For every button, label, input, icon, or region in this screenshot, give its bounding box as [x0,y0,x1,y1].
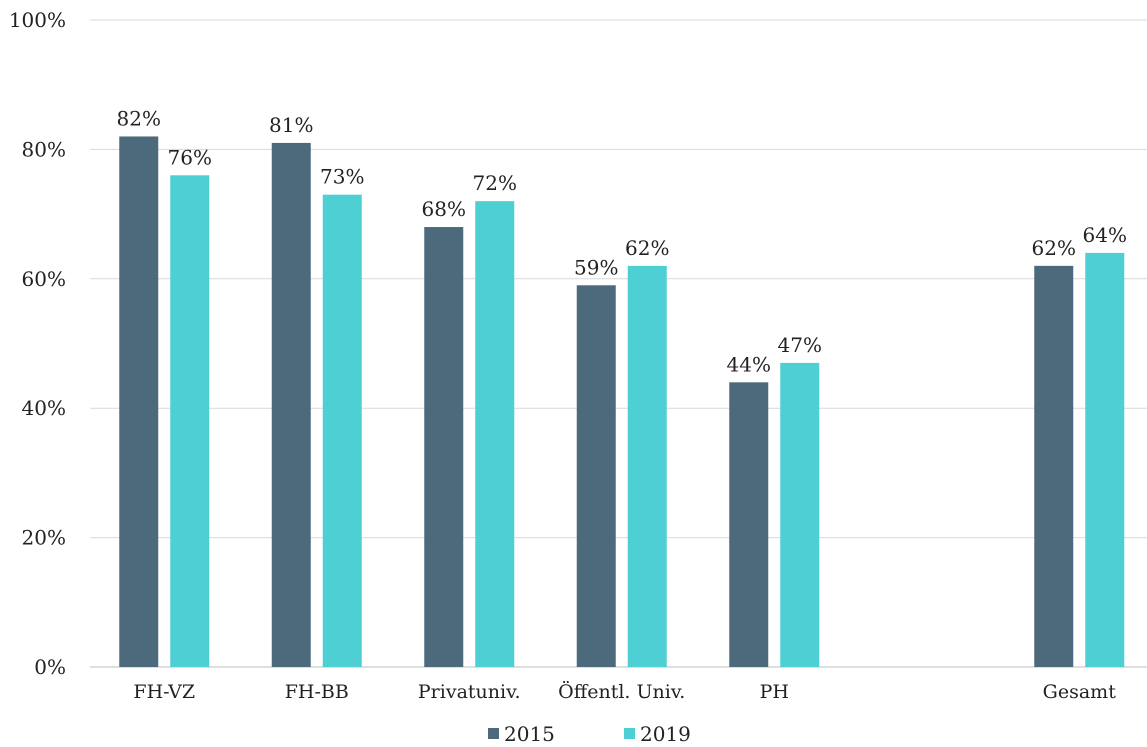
bar-2019-PH [780,362,820,667]
data-label: 73% [320,165,364,189]
y-tick-label: 40% [22,396,66,420]
y-tick-label: 20% [22,526,66,550]
x-category-label: Öffentl. Univ. [558,680,685,703]
data-label: 62% [1032,236,1076,260]
bar-2019-Öffentl. Univ. [627,265,667,667]
bars [119,136,1125,668]
data-label: 59% [574,255,618,279]
x-category-label: Privatuniv. [418,681,521,703]
data-label: 82% [117,106,161,130]
y-axis-tick-labels: 0% 20% 40% 60% 80% 100% [9,8,66,679]
legend-label: 2019 [640,722,691,746]
legend-swatch [488,728,499,739]
x-category-label: Gesamt [1043,681,1117,703]
bar-2015-Öffentl. Univ. [576,285,616,667]
y-tick-label: 80% [22,137,66,161]
data-labels: 82% 76% 81% 73% 68% 72% 59% 62% 44% 47% 62% 64% [117,106,1127,376]
data-label: 81% [269,113,313,137]
data-label: 68% [422,197,466,221]
y-tick-label: 0% [34,655,66,679]
data-label: 64% [1083,223,1127,247]
bar-2019-FH-VZ [170,175,210,667]
y-tick-label: 60% [22,267,66,291]
gridlines [90,19,1147,668]
legend: 2015 2019 [488,722,691,746]
y-tick-label: 100% [9,8,66,32]
bar-2019-FH-BB [322,194,362,667]
bar-2015-Privatuniv. [424,227,464,668]
data-label: 62% [625,236,669,260]
data-label: 44% [727,352,771,376]
data-label: 72% [473,171,517,195]
bar-2019-Privatuniv. [475,201,515,667]
bar-2015-FH-BB [271,142,311,667]
x-category-label: PH [760,681,789,703]
bar-2015-FH-VZ [119,136,159,667]
bar-2015-PH [729,382,769,667]
x-axis-category-labels: FH-VZ FH-BB Privatuniv. Öffentl. Univ. PH Ges… [133,680,1116,703]
data-label: 47% [778,333,822,357]
x-category-label: FH-BB [285,681,349,703]
data-label: 76% [168,145,212,169]
bar-2015-Gesamt [1034,265,1074,667]
legend-label: 2015 [504,722,555,746]
bar-2019-Gesamt [1085,252,1125,668]
x-category-label: FH-VZ [133,681,195,703]
legend-swatch [624,728,635,739]
